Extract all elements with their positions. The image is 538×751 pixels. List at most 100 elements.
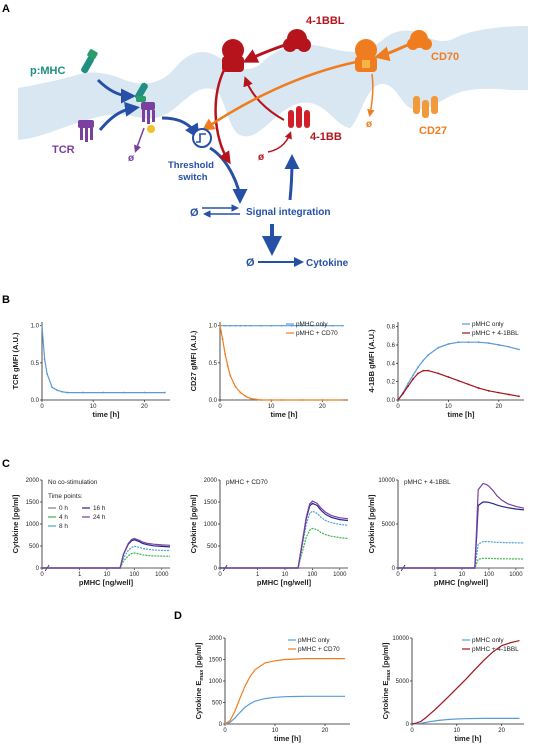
chart-c1: 0 500 1000 1500 2000 0 1 10 100 1000 pMHC [ng/well…	[11, 478, 171, 587]
data-point	[477, 341, 480, 344]
apc-cell-shape	[18, 6, 528, 88]
x-tick-label: 20	[141, 404, 148, 410]
panel-letter-b: B	[2, 294, 10, 306]
data-point	[487, 389, 490, 392]
chart-d2: 0 5000 10000 0 10 20 time [h] Cytokine Emax [pg…	[381, 636, 524, 743]
data-point	[437, 346, 440, 349]
data-point	[457, 341, 460, 344]
data-point	[437, 372, 440, 375]
y-tick-label: 1.0	[209, 324, 218, 330]
t-cell-shape	[18, 83, 528, 289]
data-point	[417, 372, 420, 375]
x-axis-label: time [h]	[92, 410, 120, 419]
data-point	[234, 324, 237, 327]
legend-entry: 8 h	[59, 523, 68, 530]
series-line-pmhc-cd70	[219, 325, 343, 401]
series-line-16-h	[398, 501, 525, 569]
data-point	[41, 324, 43, 327]
x-tick-label: 100	[484, 572, 495, 578]
data-point	[331, 324, 334, 327]
data-point	[239, 324, 242, 327]
series-line-0	[41, 325, 165, 394]
fourone-bbl-trimer-top	[283, 29, 311, 52]
y-tick-label: 1000	[26, 522, 40, 528]
legend-entry: pMHC + CD70	[298, 646, 340, 653]
y-tick-label: 0.2	[387, 380, 396, 386]
y-tick-label: 10000	[392, 636, 409, 642]
x-axis-label: time [h]	[274, 734, 302, 743]
panel-letter-a: A	[2, 3, 10, 15]
null-symbol-fourone-bb: ø	[258, 152, 265, 163]
x-tick-label: 1000	[333, 572, 347, 578]
data-point	[417, 366, 420, 368]
label-threshold: Threshold	[168, 160, 214, 171]
legend-entry: 16 h	[93, 505, 106, 512]
series-line-pmhc-only	[411, 717, 520, 725]
fourone-bb-receptor	[288, 106, 310, 128]
y-axis-label: Cytokine [pg/ml]	[367, 494, 376, 553]
y-axis-label: Cytokine [pg/ml]	[11, 494, 20, 553]
y-axis-label: Cytokine [pg/ml]	[189, 494, 198, 553]
data-point	[221, 338, 224, 340]
data-point	[61, 390, 64, 393]
data-point	[46, 373, 49, 375]
legend-entry: 4 h	[59, 514, 68, 521]
legend-entry: pMHC + CD70	[296, 330, 338, 337]
data-point	[507, 345, 510, 348]
data-point	[407, 382, 409, 385]
y-tick-label: 1000	[204, 522, 218, 528]
legend-entry: pMHC only	[472, 637, 504, 644]
series-line-pmhc-only	[224, 695, 345, 725]
arrow-cd70-to-threshold	[201, 60, 357, 131]
data-point	[102, 391, 105, 394]
series-line-8-h	[398, 540, 525, 569]
arrow-signal-up	[284, 154, 300, 201]
series-line-pmhc-only	[397, 341, 520, 401]
data-point	[229, 374, 232, 377]
legend-entry: 24 h	[93, 514, 106, 521]
y-tick-label: 0.0	[387, 398, 396, 404]
arrow-pmhc-binding	[96, 78, 136, 104]
data-point	[447, 343, 450, 345]
label-cytokine: Cytokine	[306, 258, 349, 269]
x-tick-label: 20	[498, 728, 505, 734]
x-tick-label: 10	[445, 404, 452, 410]
x-tick-label: 0	[218, 572, 222, 578]
data-point	[56, 389, 59, 392]
series-line-4-h	[42, 552, 171, 569]
x-tick-label: 10	[459, 572, 466, 578]
x-tick-label: 100	[129, 572, 140, 578]
null-symbol-tcr: ø	[128, 153, 135, 164]
data-point	[487, 342, 490, 345]
arrow-fourone-bbl-to-signal	[214, 69, 231, 165]
y-axis-label: Cytokine Emax [pg/ml]	[381, 642, 392, 719]
y-tick-label: 2000	[204, 478, 218, 484]
data-point	[341, 399, 344, 401]
data-point	[224, 353, 227, 355]
y-axis-label: Cytokine Emax [pg/ml]	[194, 642, 205, 719]
x-tick-label: 0	[396, 404, 400, 410]
y-axis-label: TCR gMFI (A.U.)	[11, 332, 20, 390]
series-line-4-h	[398, 557, 525, 569]
data-point	[311, 324, 314, 327]
data-point	[412, 374, 415, 377]
series-line-24-h	[220, 500, 349, 569]
chart-annotation: pMHC + CD70	[226, 479, 268, 486]
data-point	[224, 324, 227, 327]
arrow-cd70-binding	[374, 42, 411, 62]
cd70-trimer-top	[407, 30, 432, 50]
legend-title: Time points:	[48, 493, 83, 500]
data-point	[321, 399, 324, 401]
data-point	[254, 398, 257, 401]
y-tick-label: 1500	[204, 500, 218, 506]
arrow-fourone-bbl-binding	[242, 42, 289, 63]
cd70-trimer-bound	[355, 39, 377, 72]
label-signal-integration: Signal integration	[246, 207, 330, 218]
y-tick-label: 5000	[382, 522, 396, 528]
x-tick-label: 0	[396, 572, 400, 578]
data-point	[427, 369, 430, 372]
y-tick-label: 0.6	[387, 343, 396, 349]
data-point	[397, 399, 399, 401]
